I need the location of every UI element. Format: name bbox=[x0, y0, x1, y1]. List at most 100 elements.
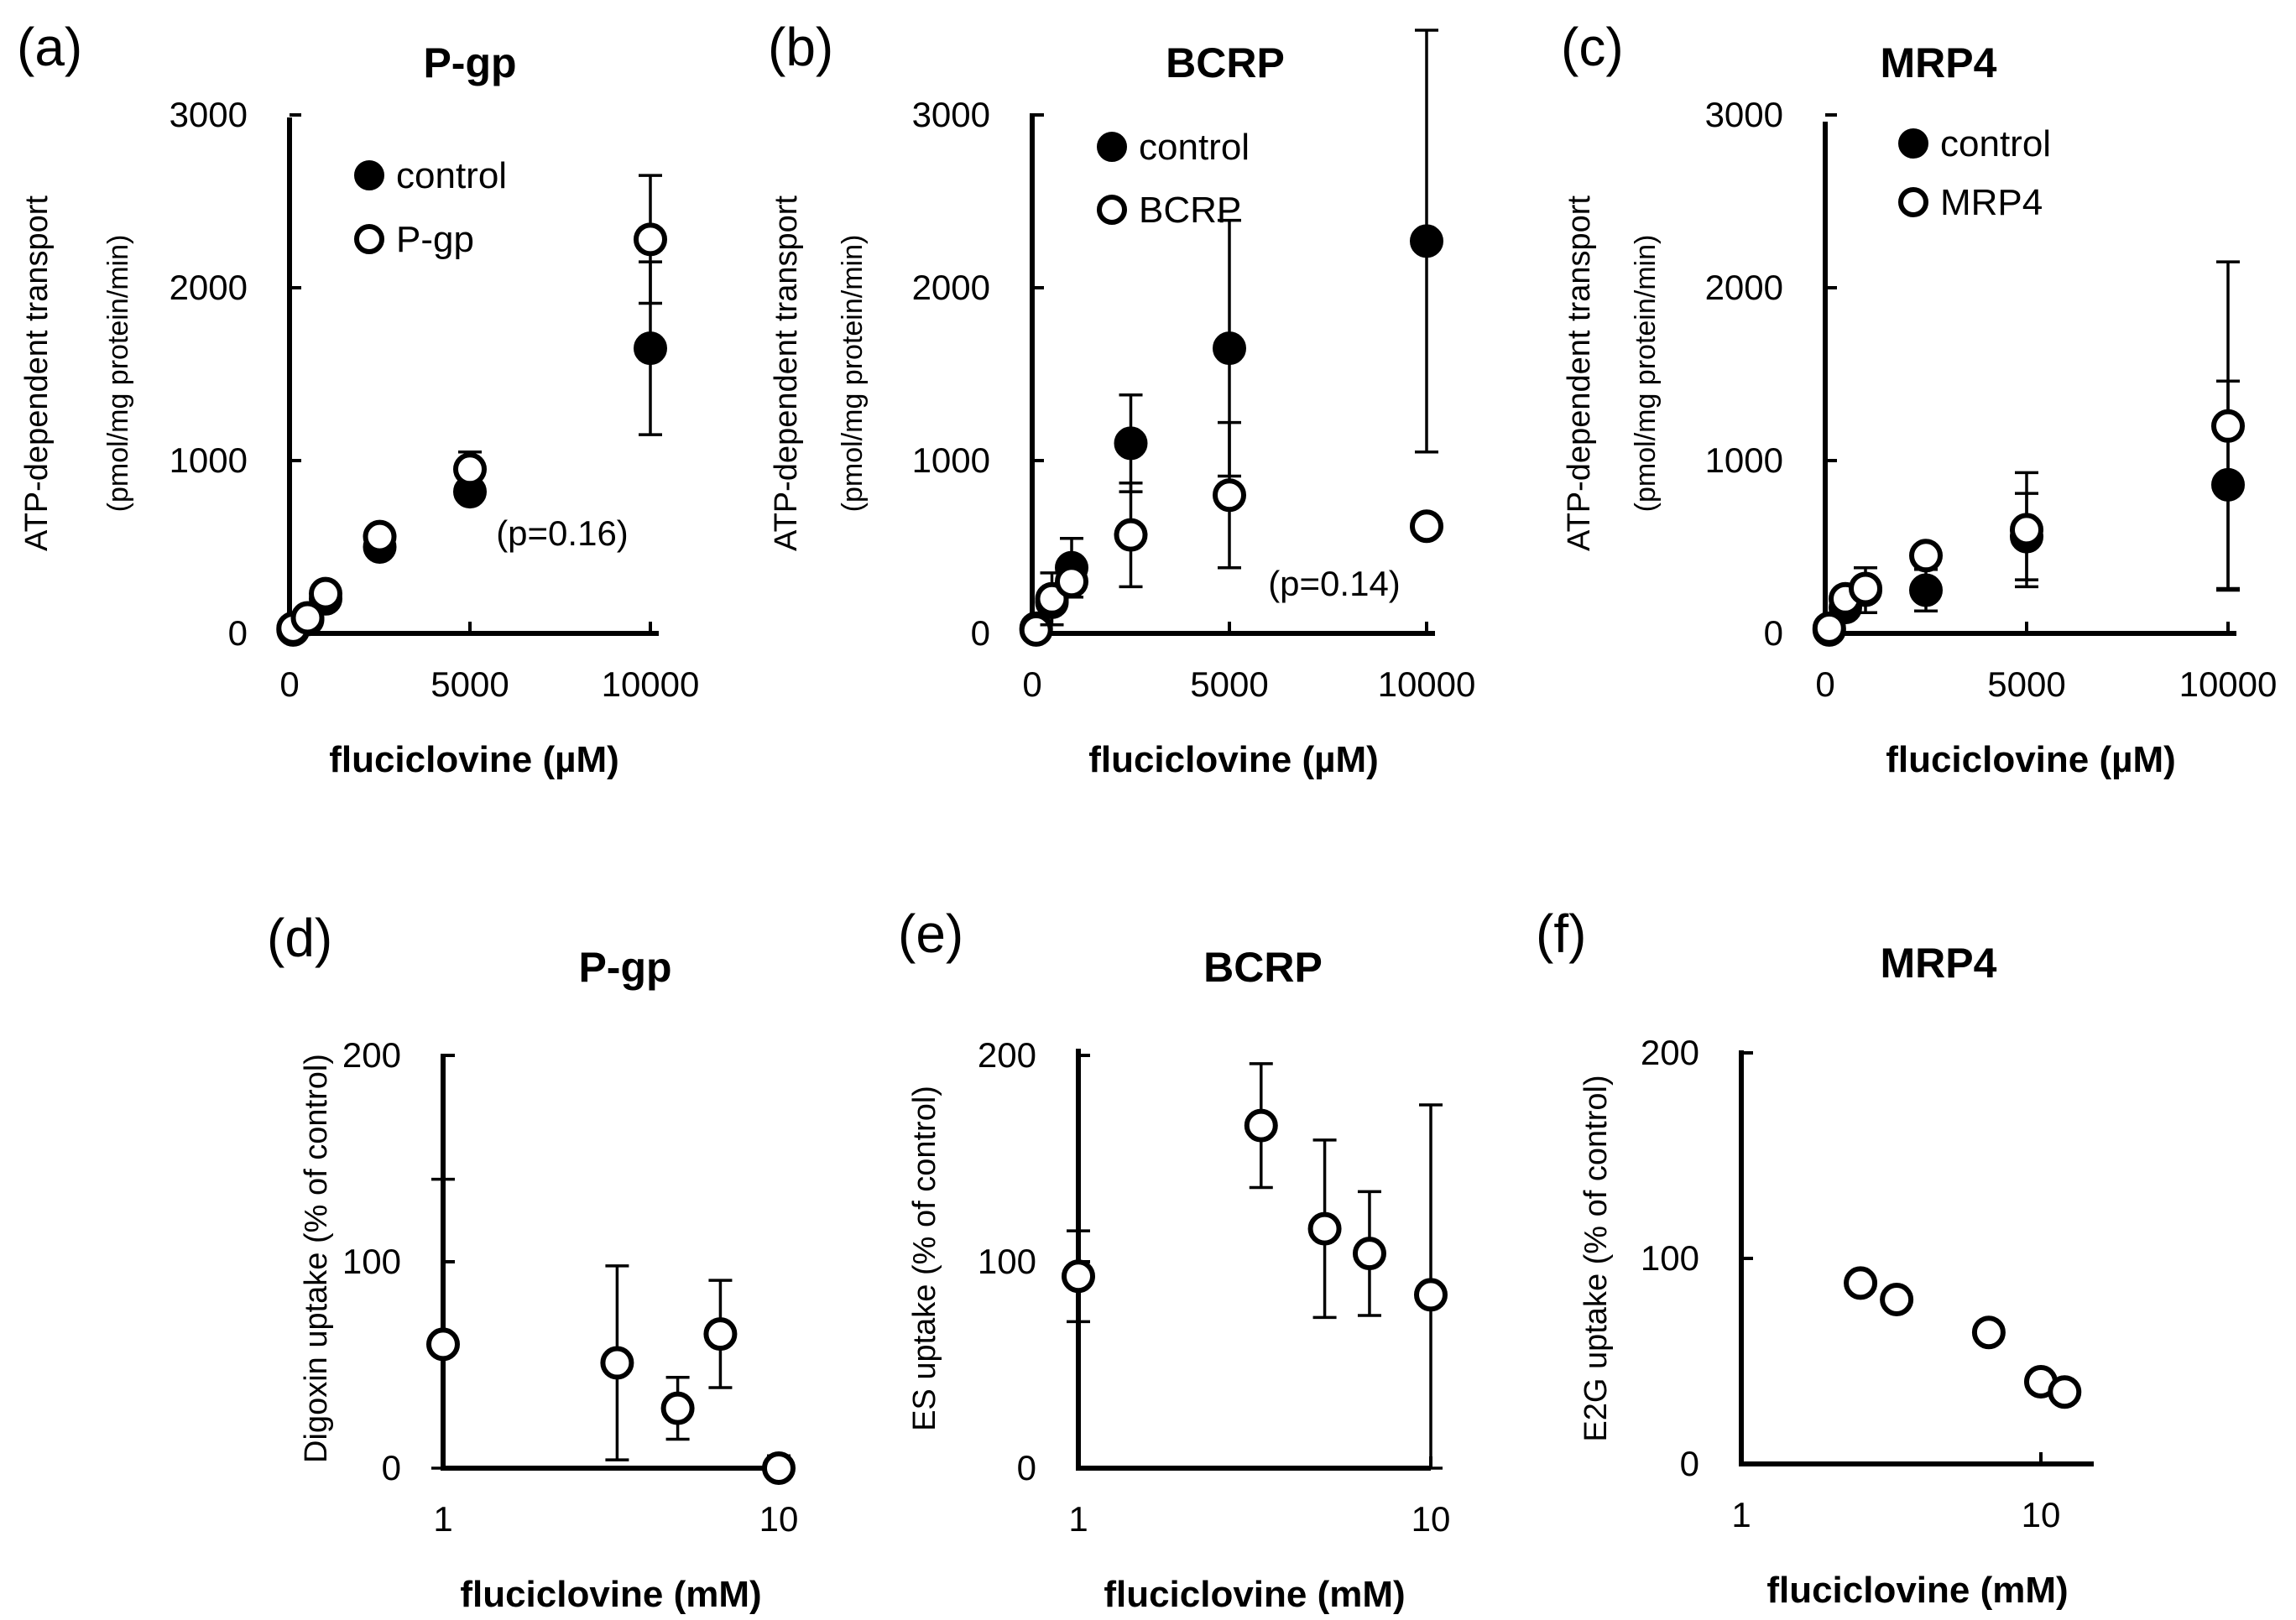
data-point-open bbox=[453, 452, 487, 487]
series-bcrp bbox=[1019, 420, 1443, 647]
chart-panel-2: 0 1000 2000 3000 0 5000 10000 (b) BCRP fluciclovi… bbox=[768, 17, 1475, 780]
y-tick-label: 1000 bbox=[912, 440, 990, 480]
data-point-open bbox=[1055, 565, 1088, 599]
y-tick-label: 200 bbox=[342, 1035, 401, 1075]
y-tick-label: 0 bbox=[1680, 1444, 1699, 1483]
data-point-open bbox=[363, 519, 397, 554]
x-tick-label: 10000 bbox=[1378, 664, 1476, 704]
y-axis-label: ATP-dependent transport bbox=[1562, 195, 1597, 551]
x-tick-label: 5000 bbox=[1987, 664, 2065, 704]
data-point-open bbox=[2211, 409, 2245, 443]
y-tick-label: 0 bbox=[382, 1448, 401, 1487]
data-point-open bbox=[703, 1317, 738, 1352]
data-point-open bbox=[1849, 571, 1882, 606]
y-tick-label: 3000 bbox=[1705, 95, 1783, 134]
panel-label: (a) bbox=[17, 17, 82, 77]
data-point-open bbox=[634, 222, 667, 257]
data-point-open bbox=[1114, 518, 1148, 552]
legend-marker bbox=[354, 160, 384, 190]
x-axis-label: fluciclovine (µM) bbox=[1886, 739, 2176, 780]
panel-label: (b) bbox=[768, 17, 833, 77]
data-point-open bbox=[1410, 509, 1443, 544]
legend-label: control bbox=[1940, 123, 2051, 164]
y-axis-label: E2G uptake (% of control) bbox=[1578, 1075, 1614, 1441]
x-tick-label: 10000 bbox=[602, 664, 700, 704]
x-tick-label: 10 bbox=[2022, 1495, 2061, 1534]
x-axis-label: fluciclovine (mM) bbox=[1104, 1574, 1405, 1615]
y-axis-label-units: (pmol/mg protein/min) bbox=[837, 235, 869, 513]
y-tick-label: 2000 bbox=[912, 268, 990, 307]
series-control bbox=[1812, 379, 2245, 647]
y-tick-label: 0 bbox=[1017, 1448, 1036, 1487]
x-tick-label: 0 bbox=[1815, 664, 1834, 704]
y-tick-label: 2000 bbox=[1705, 268, 1783, 307]
panel-label: (c) bbox=[1561, 17, 1624, 77]
legend-label: P-gp bbox=[396, 219, 474, 260]
y-axis-label-units: (pmol/mg protein/min) bbox=[102, 235, 134, 513]
data-point-open bbox=[1414, 1278, 1448, 1312]
y-tick-label: 0 bbox=[1764, 613, 1783, 653]
legend-label: MRP4 bbox=[1940, 182, 2043, 223]
y-tick-label: 1000 bbox=[1705, 440, 1783, 480]
y-axis-label: ATP-dependent transport bbox=[19, 195, 55, 551]
y-axis-label: ATP-dependent transport bbox=[769, 195, 804, 551]
x-axis-label: fluciclovine (mM) bbox=[460, 1574, 761, 1615]
chart-panel-6: 0 100 200 1 10 (f) MRP4 fluciclovine (mM) E2G up… bbox=[1536, 904, 2094, 1611]
x-tick-label: 1 bbox=[1068, 1499, 1088, 1539]
chart-panel-5: 0 100 200 1 10 (e) BCRP fluciclovine (mM) ES upt… bbox=[898, 904, 1450, 1615]
data-point-open bbox=[660, 1391, 695, 1425]
chart-panel-4: 0 100 200 1 10 (d) P-gp fluciclovine (mM) Digoxi… bbox=[267, 908, 798, 1615]
chart-panel-3: 0 1000 2000 3000 0 5000 10000 (c) MRP4 fluciclovi… bbox=[1561, 17, 2277, 780]
data-point-open bbox=[762, 1451, 796, 1485]
data-point-filled bbox=[1909, 573, 1943, 607]
panel-label: (f) bbox=[1536, 904, 1586, 964]
x-tick-label: 10 bbox=[1412, 1499, 1451, 1539]
data-point-open bbox=[309, 576, 342, 611]
annotation-text: (p=0.14) bbox=[1268, 564, 1401, 603]
data-point-open bbox=[290, 601, 325, 635]
series-mrp4 bbox=[1812, 260, 2245, 645]
chart-title: MRP4 bbox=[1881, 940, 1997, 987]
legend-marker bbox=[1898, 128, 1928, 159]
x-tick-label: 10 bbox=[759, 1499, 799, 1539]
y-tick-label: 100 bbox=[1641, 1238, 1699, 1278]
data-point-open bbox=[426, 1327, 460, 1362]
series-data bbox=[1062, 1062, 1448, 1470]
x-axis-label: fluciclovine (mM) bbox=[1766, 1570, 2068, 1611]
y-axis-label: Digoxin uptake (% of control) bbox=[299, 1054, 334, 1463]
data-point-open bbox=[1352, 1237, 1386, 1271]
y-tick-label: 200 bbox=[1641, 1033, 1699, 1072]
data-point-open bbox=[1213, 478, 1246, 513]
data-point-filled bbox=[1410, 224, 1443, 258]
data-point-open bbox=[1812, 611, 1846, 645]
y-tick-label: 1000 bbox=[170, 440, 248, 480]
series-p-gp bbox=[276, 174, 667, 645]
legend-label: BCRP bbox=[1139, 190, 1241, 231]
legend-marker bbox=[354, 224, 384, 254]
x-tick-label: 5000 bbox=[430, 664, 509, 704]
legend-label: control bbox=[1139, 127, 1250, 168]
chart-title: MRP4 bbox=[1881, 39, 1997, 86]
series-data bbox=[1844, 1266, 2082, 1409]
y-tick-label: 3000 bbox=[912, 95, 990, 134]
panel-label: (d) bbox=[267, 908, 332, 968]
chart-panel-1: 0 1000 2000 3000 0 5000 10000 (a) P-gp fluciclovi… bbox=[17, 17, 699, 780]
data-point-filled bbox=[1213, 331, 1246, 366]
data-point-open bbox=[2048, 1375, 2082, 1409]
panel-label: (e) bbox=[898, 904, 963, 964]
data-point-open bbox=[1971, 1315, 2006, 1350]
data-point-filled bbox=[1114, 426, 1148, 461]
y-tick-label: 2000 bbox=[170, 268, 248, 307]
x-axis-label: fluciclovine (µM) bbox=[1088, 739, 1379, 780]
y-tick-label: 0 bbox=[971, 613, 990, 653]
series-data bbox=[426, 1177, 796, 1485]
data-point-filled bbox=[634, 331, 667, 366]
y-axis-label-units: (pmol/mg protein/min) bbox=[1630, 235, 1662, 513]
data-point-open bbox=[600, 1346, 634, 1380]
chart-title: BCRP bbox=[1203, 944, 1323, 991]
y-tick-label: 100 bbox=[978, 1242, 1036, 1281]
y-tick-label: 100 bbox=[342, 1242, 401, 1281]
y-tick-label: 0 bbox=[228, 613, 248, 653]
legend-label: control bbox=[396, 155, 507, 196]
x-tick-label: 10000 bbox=[2179, 664, 2278, 704]
